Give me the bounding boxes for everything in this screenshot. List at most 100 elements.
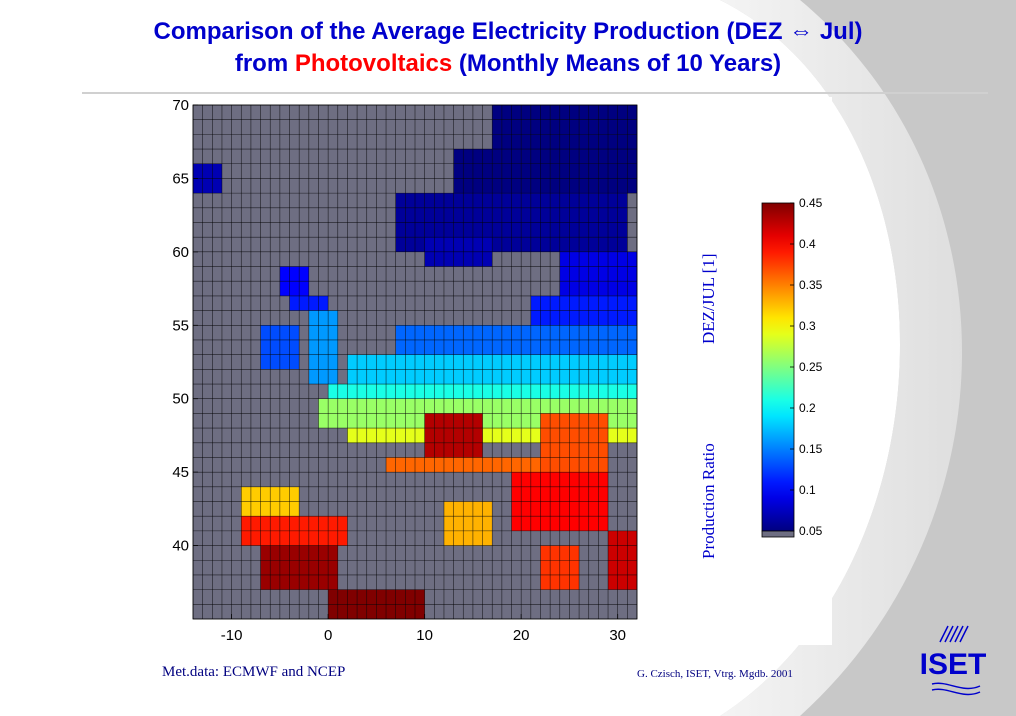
heatmap-cell: [405, 384, 415, 399]
heatmap-cell: [598, 354, 609, 370]
region-north-germany-poland: [395, 325, 637, 355]
heatmap-cell: [415, 604, 425, 619]
heatmap-cell: [376, 384, 387, 399]
heatmap-cell: [260, 574, 271, 590]
heatmap-cell: [559, 105, 570, 120]
heatmap-cell: [424, 325, 435, 340]
heatmap-cell: [521, 105, 531, 120]
heatmap-cell: [415, 589, 425, 605]
heatmap-cell: [511, 178, 522, 194]
heatmap-cell: [492, 178, 502, 194]
heatmap-cell: [579, 310, 589, 326]
colorbar-tick-label: 0.25: [799, 360, 823, 374]
heatmap-cell: [366, 398, 377, 414]
heatmap-cell: [540, 413, 551, 429]
heatmap-cell: [588, 384, 599, 399]
heatmap-cell: [424, 428, 435, 443]
heatmap-cell: [598, 149, 609, 164]
heatmap-cell: [308, 339, 319, 355]
heatmap-cell: [289, 266, 300, 282]
heatmap-cell: [559, 222, 570, 238]
heatmap-cell: [424, 442, 435, 458]
heatmap-cell: [308, 516, 319, 531]
heatmap-cell: [482, 163, 493, 179]
heatmap-cell: [415, 384, 425, 399]
heatmap-cell: [608, 281, 618, 296]
heatmap-cell: [550, 574, 560, 590]
heatmap-cell: [569, 574, 580, 590]
heatmap-cell: [241, 516, 251, 531]
heatmap-cell: [463, 193, 473, 208]
heatmap-cell: [472, 428, 483, 443]
heatmap-cell: [424, 237, 435, 252]
title-arrow: ⇔: [789, 18, 814, 45]
heatmap-cell: [530, 486, 541, 502]
heatmap-cell: [550, 310, 560, 326]
heatmap-cell: [501, 384, 512, 399]
heatmap-cell: [328, 604, 338, 619]
heatmap-cell: [617, 149, 628, 164]
heatmap-cell: [501, 178, 512, 194]
heatmap-cell: [588, 134, 599, 150]
heatmap-cell: [328, 545, 338, 561]
heatmap-cell: [501, 413, 512, 429]
heatmap-cell: [608, 237, 618, 252]
heatmap-cell: [463, 442, 473, 458]
heatmap-cell: [501, 163, 512, 179]
heatmap-cell: [559, 398, 570, 414]
heatmap-cell: [511, 501, 522, 517]
heatmap-cell: [434, 193, 444, 208]
heatmap-cell: [559, 354, 570, 370]
heatmap-cell: [540, 222, 551, 238]
heatmap-cell: [501, 134, 512, 150]
colorbar-tick-label: 0.35: [799, 278, 823, 292]
heatmap-cell: [492, 222, 502, 238]
heatmap-cell: [550, 516, 560, 531]
y-axis: 40 45 50 55 60 65 70: [172, 97, 198, 555]
heatmap-cell: [540, 501, 551, 517]
heatmap-cell: [530, 222, 541, 238]
heatmap-cell: [193, 163, 203, 179]
heatmap-cell: [463, 149, 473, 164]
region-greece-turkey-west: [540, 545, 580, 590]
heatmap-cell: [569, 369, 580, 385]
heatmap-cell: [492, 207, 502, 223]
heatmap-cell: [617, 413, 628, 429]
y-tick-label: 50: [172, 391, 189, 408]
heatmap-cell: [540, 428, 551, 443]
heatmap-cell: [453, 222, 464, 238]
heatmap-cell: [443, 442, 454, 458]
region-northern-italy-hungary: [386, 457, 551, 473]
heatmap-cell: [337, 589, 348, 605]
x-axis: -10 0 10 20 30: [221, 614, 626, 644]
heatmap-cell: [521, 472, 531, 487]
heatmap-cell: [579, 472, 589, 487]
heatmap-cell: [511, 105, 522, 120]
heatmap-cell: [550, 119, 560, 135]
heatmap-cell: [588, 266, 599, 282]
heatmap-cell: [405, 369, 415, 385]
heatmap-cell: [540, 134, 551, 150]
heatmap-cell: [540, 384, 551, 399]
heatmap-cell: [627, 545, 637, 561]
heatmap-cell: [395, 457, 406, 473]
heatmap-cell: [608, 428, 618, 443]
heatmap-cell: [492, 119, 502, 135]
heatmap-cell: [270, 545, 280, 561]
heatmap-cell: [434, 413, 444, 429]
heatmap-cell: [598, 486, 609, 502]
heatmap-cell: [511, 486, 522, 502]
heatmap-cell: [366, 354, 377, 370]
heatmap-cell: [501, 339, 512, 355]
heatmap-cell: [617, 105, 628, 120]
y-tick-label: 60: [172, 244, 189, 261]
heatmap-cell: [617, 428, 628, 443]
heatmap-cell: [501, 193, 512, 208]
heatmap-cell: [424, 251, 435, 267]
heatmap-cell: [530, 134, 541, 150]
heatmap-cell: [579, 486, 589, 502]
heatmap-cell: [279, 545, 290, 561]
heatmap-cell: [540, 237, 551, 252]
heatmap-cell: [492, 428, 502, 443]
heatmap-cell: [434, 222, 444, 238]
